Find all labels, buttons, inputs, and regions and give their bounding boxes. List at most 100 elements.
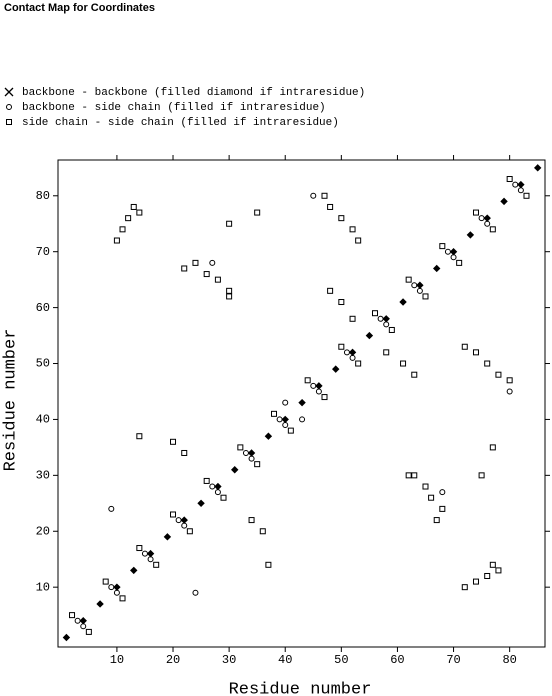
diamond-marker (231, 466, 239, 474)
square-marker (203, 271, 210, 278)
legend-symbol (6, 104, 12, 110)
square-marker (226, 220, 233, 227)
circle-marker (299, 416, 306, 423)
diamond-marker (533, 164, 542, 172)
square-marker (338, 215, 345, 222)
circle-marker (411, 282, 418, 289)
square-marker (472, 349, 479, 356)
circle-marker (108, 505, 115, 512)
diamond-marker (517, 180, 525, 189)
square-marker (181, 265, 188, 272)
circle-marker (310, 192, 317, 199)
circle-marker (141, 550, 148, 557)
square-marker (214, 276, 221, 283)
square-marker (136, 209, 143, 216)
x-tick-label: 20 (166, 653, 180, 667)
circle-marker (517, 187, 524, 194)
x-tick-label: 50 (334, 653, 348, 667)
square-marker (125, 215, 132, 222)
circle-marker (343, 349, 350, 356)
y-tick-label: 80 (36, 189, 50, 203)
square-marker (271, 410, 278, 417)
circle-marker (181, 522, 188, 529)
square-marker (203, 477, 210, 484)
circle-marker (349, 354, 356, 361)
circle-marker (214, 489, 221, 496)
circle-marker (282, 399, 289, 406)
x-tick-label: 40 (278, 653, 292, 667)
y-tick-label: 50 (36, 357, 50, 371)
diamond-marker (500, 197, 508, 206)
x-axis-label: Residue number (229, 680, 372, 696)
plot-frame (57, 159, 546, 648)
square-marker (136, 433, 143, 440)
diamond-marker (130, 566, 138, 575)
square-marker (489, 444, 496, 451)
circle-marker (450, 254, 457, 261)
square-marker (321, 192, 328, 199)
square-marker (259, 528, 266, 535)
square-marker (484, 572, 491, 579)
square-marker (461, 584, 468, 591)
x-tick-label: 30 (222, 653, 236, 667)
square-marker (349, 226, 356, 233)
y-tick-label: 60 (36, 301, 50, 315)
legend-label: side chain - side chain (filled if intra… (22, 117, 339, 129)
legend-label: backbone - side chain (filled if intrare… (22, 102, 326, 114)
square-marker (472, 209, 479, 216)
square-marker (226, 287, 233, 294)
diamond-marker (113, 583, 121, 591)
square-marker (136, 545, 143, 552)
square-marker (226, 293, 233, 300)
square-marker (349, 315, 356, 322)
square-marker (489, 226, 496, 233)
diamond-marker (281, 415, 289, 424)
square-marker (439, 505, 446, 512)
square-marker (411, 472, 418, 479)
circle-marker (377, 315, 384, 322)
square-marker (85, 628, 92, 635)
x-tick-label: 60 (390, 653, 404, 667)
circle-marker (80, 623, 87, 630)
diamond-marker (96, 600, 104, 608)
y-axis-label: Residue number (1, 329, 20, 472)
x-tick-label: 70 (446, 653, 460, 667)
y-tick-label: 10 (36, 580, 50, 594)
square-marker (130, 203, 137, 210)
square-marker (439, 243, 446, 250)
circle-marker (282, 422, 289, 429)
square-marker (405, 276, 412, 283)
square-marker (472, 578, 479, 585)
square-marker (355, 237, 362, 244)
diamond-marker (146, 549, 155, 558)
circle-marker (175, 517, 182, 524)
square-marker (170, 511, 177, 518)
square-marker (495, 371, 502, 378)
square-marker (489, 561, 496, 568)
square-marker (433, 517, 440, 524)
circle-marker (276, 416, 283, 423)
chart-title: Contact Map for Coordinates (4, 2, 155, 14)
legend-label: backbone - backbone (filled diamond if i… (22, 87, 365, 99)
y-tick-label: 20 (36, 524, 50, 538)
square-marker (170, 438, 177, 445)
y-tick-label: 70 (36, 245, 50, 259)
square-marker (371, 310, 378, 317)
circle-marker (506, 388, 513, 395)
square-marker (383, 349, 390, 356)
circle-marker (444, 248, 451, 255)
square-marker (523, 192, 530, 199)
square-marker (422, 483, 429, 490)
diamond-marker (79, 617, 87, 625)
circle-marker (242, 449, 249, 456)
diamond-marker (298, 398, 306, 407)
diamond-marker (332, 365, 340, 373)
y-tick-label: 40 (36, 413, 50, 427)
diamond-marker (382, 315, 390, 323)
diamond-marker (483, 214, 491, 222)
diamond-marker (416, 281, 424, 289)
circle-marker (113, 589, 120, 596)
square-marker (69, 612, 76, 619)
square-marker (506, 176, 513, 183)
